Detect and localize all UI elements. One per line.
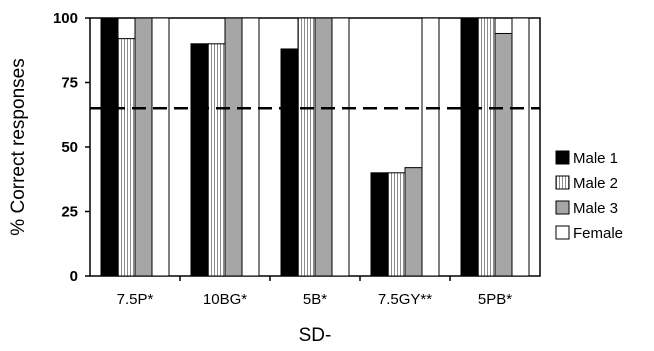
bar-male-2-4 [477,17,496,277]
bar-male-1-4 [460,17,479,277]
y-tick-label-1: 25 [61,204,78,221]
bars-group [100,17,530,277]
bar-male-2-3 [387,172,406,277]
legend-label-female: Female [573,225,623,242]
bar-male-3-3 [404,167,423,277]
x-tick-label-2: 5B* [303,291,327,308]
x-tick-label-0: 7.5P* [117,291,154,308]
legend-label-male-1: Male 1 [573,150,618,167]
bar-male-3-0 [134,17,153,277]
legend: Male 1 Male 2 Male 3 Female [555,150,623,242]
bar-male-1-0 [100,17,119,277]
bar-male-1-3 [370,172,389,277]
bar-female-0 [151,17,170,277]
y-tick-label-3: 75 [61,75,78,92]
bar-male-3-4 [494,32,513,277]
y-tick-label-0: 0 [70,268,78,285]
x-tick-label-4: 5PB* [478,291,512,308]
bar-male-1-1 [190,43,209,277]
bar-female-3 [421,17,440,277]
bar-male-3-1 [224,17,243,277]
bar-female-1 [241,17,260,277]
x-tick-label-1: 10BG* [203,291,247,308]
bar-female-2 [331,17,350,277]
legend-label-male-3: Male 3 [573,200,618,217]
x-axis-title: SD- [299,325,332,346]
legend-label-male-2: Male 2 [573,175,618,192]
legend-swatch-male-2 [555,175,570,190]
bar-male-2-1 [207,43,226,277]
y-tick-label-4: 100 [53,10,78,27]
bar-female-4 [511,17,530,277]
y-tick-label-2: 50 [61,139,78,156]
x-tick-label-3: 7.5GY** [378,291,432,308]
legend-swatch-male-1 [555,150,570,165]
bar-male-1-2 [280,48,299,277]
axes: 0 25 50 75 100 7.5P* 10BG* 5B* 7.5GY** 5PB* [53,10,512,308]
bar-male-3-2 [314,17,333,277]
bar-male-2-2 [297,17,316,277]
legend-swatch-male-3 [555,200,570,215]
y-axis-title: % Correct responses [8,58,29,235]
bar-male-2-0 [117,38,136,277]
legend-swatch-female [555,225,570,240]
